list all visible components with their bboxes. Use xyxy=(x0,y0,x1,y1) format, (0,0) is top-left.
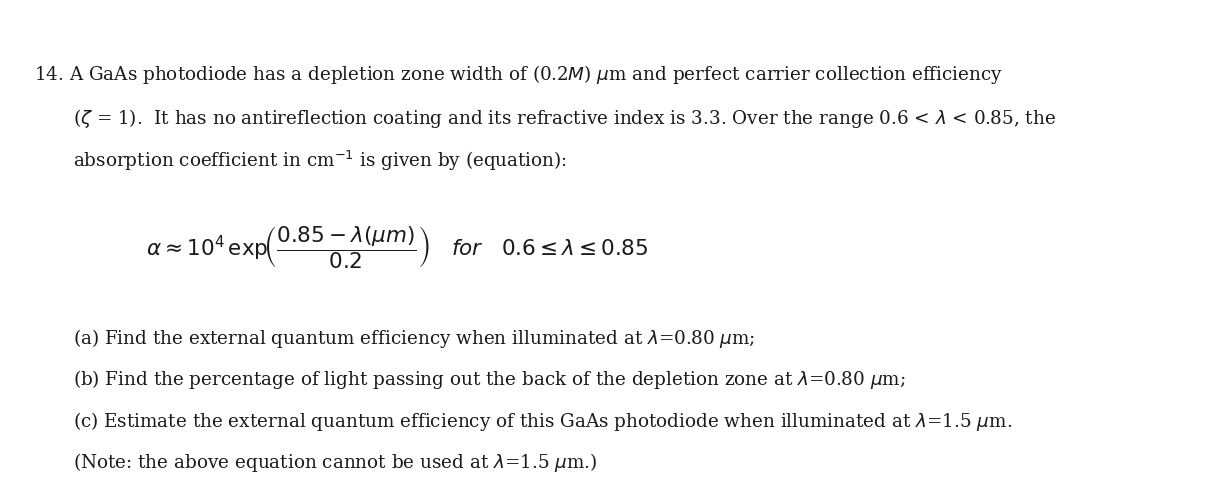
Text: absorption coefficient in cm$^{-1}$ is given by (equation):: absorption coefficient in cm$^{-1}$ is g… xyxy=(73,149,568,173)
Text: $\alpha \approx 10^4\,\mathrm{exp}\!\left(\dfrac{0.85 - \lambda(\mu m)}{0.2}\rig: $\alpha \approx 10^4\,\mathrm{exp}\!\lef… xyxy=(146,224,648,271)
Text: ($\zeta$ = 1).  It has no antireflection coating and its refractive index is 3.3: ($\zeta$ = 1). It has no antireflection … xyxy=(73,107,1056,130)
Text: (c) Estimate the external quantum efficiency of this GaAs photodiode when illumi: (c) Estimate the external quantum effici… xyxy=(73,410,1012,433)
Text: (Note: the above equation cannot be used at $\lambda$=1.5 $\mu$m.): (Note: the above equation cannot be used… xyxy=(73,451,598,474)
Text: (a) Find the external quantum efficiency when illuminated at $\lambda$=0.80 $\mu: (a) Find the external quantum efficiency… xyxy=(73,327,755,350)
Text: (b) Find the percentage of light passing out the back of the depletion zone at $: (b) Find the percentage of light passing… xyxy=(73,368,906,391)
Text: 14. A GaAs photodiode has a depletion zone width of (0.2$\mathit{M}$) $\mu$m and: 14. A GaAs photodiode has a depletion zo… xyxy=(34,63,1004,86)
